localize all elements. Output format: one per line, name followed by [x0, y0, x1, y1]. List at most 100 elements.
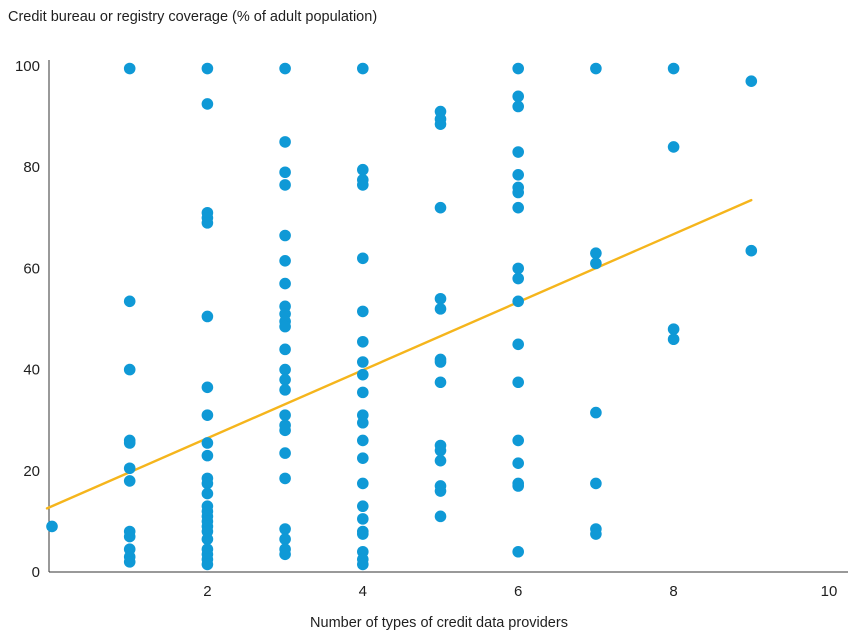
data-point [201, 437, 214, 449]
data-point [357, 558, 369, 571]
data-point [512, 545, 524, 558]
data-point [667, 333, 680, 346]
data-point [512, 201, 524, 214]
data-point [279, 320, 291, 333]
data-point [201, 381, 214, 394]
data-point [279, 363, 291, 376]
data-point [434, 356, 447, 368]
data-point [357, 368, 369, 381]
trend-line [45, 198, 753, 510]
data-point [279, 229, 291, 242]
data-point [434, 485, 447, 497]
data-point [745, 244, 758, 257]
data-point [201, 409, 214, 421]
data-point [357, 163, 369, 176]
data-point [123, 437, 136, 449]
data-point [434, 201, 447, 214]
data-point [123, 295, 136, 308]
data-point [512, 272, 524, 285]
data-point [201, 558, 214, 571]
data-point [201, 310, 214, 323]
y-tick-label: 0 [32, 564, 40, 581]
data-point [512, 338, 524, 351]
data-point [279, 523, 291, 535]
data-points [46, 62, 758, 571]
data-point [279, 373, 291, 386]
data-point [434, 444, 447, 457]
data-point [590, 406, 602, 419]
x-tick-label: 8 [669, 583, 677, 600]
data-point [667, 323, 680, 335]
data-point [201, 98, 214, 110]
data-point [434, 376, 447, 389]
data-point [512, 262, 524, 275]
data-point [46, 520, 58, 533]
data-point [512, 457, 524, 470]
axes [48, 60, 848, 573]
data-point [279, 447, 291, 459]
data-point [357, 416, 369, 429]
data-point [123, 530, 136, 543]
data-point [201, 477, 214, 490]
data-point [279, 277, 291, 290]
data-point [279, 472, 291, 485]
y-tick-label: 100 [15, 58, 40, 75]
data-point [512, 90, 524, 103]
data-point [590, 477, 602, 490]
data-point [357, 452, 369, 464]
data-point [357, 335, 369, 348]
data-point [357, 434, 369, 447]
data-point [123, 475, 136, 487]
data-point [279, 533, 291, 545]
data-point [123, 363, 136, 376]
y-tick-label: 20 [23, 463, 40, 480]
data-point [279, 179, 291, 191]
data-point [512, 186, 524, 199]
data-point [201, 487, 214, 500]
data-point [667, 62, 680, 75]
data-point [434, 118, 447, 130]
data-point [512, 62, 524, 75]
data-point [357, 252, 369, 265]
x-tick-label: 10 [821, 583, 838, 600]
data-point [434, 454, 447, 467]
data-point [201, 533, 214, 545]
data-point [279, 62, 291, 75]
data-point [357, 386, 369, 399]
data-point [512, 168, 524, 181]
x-tick-label: 4 [359, 583, 367, 600]
data-point [357, 513, 369, 525]
data-point [279, 136, 291, 148]
data-point [434, 303, 447, 315]
data-point [279, 343, 291, 356]
x-tick-label: 6 [514, 583, 522, 600]
x-axis-title: Number of types of credit data providers [310, 615, 568, 631]
data-point [357, 356, 369, 368]
data-point [279, 548, 291, 561]
data-point [357, 179, 369, 191]
data-point [123, 556, 136, 568]
data-point [512, 100, 524, 113]
data-point [279, 166, 291, 179]
y-axis-title: Credit bureau or registry coverage (% of… [8, 9, 377, 25]
data-point [123, 462, 136, 475]
data-point [512, 376, 524, 389]
data-point [357, 528, 369, 540]
data-point [512, 434, 524, 447]
data-point [590, 528, 602, 540]
data-point [357, 500, 369, 513]
data-point [590, 62, 602, 75]
trend-line-group [45, 198, 753, 510]
data-point [279, 424, 291, 437]
data-point [201, 449, 214, 462]
data-point [434, 292, 447, 305]
data-point [434, 510, 447, 523]
data-point [279, 409, 291, 421]
data-point [123, 62, 136, 75]
data-point [745, 75, 758, 87]
y-tick-label: 60 [23, 260, 40, 277]
data-point [512, 480, 524, 492]
data-point [590, 257, 602, 270]
